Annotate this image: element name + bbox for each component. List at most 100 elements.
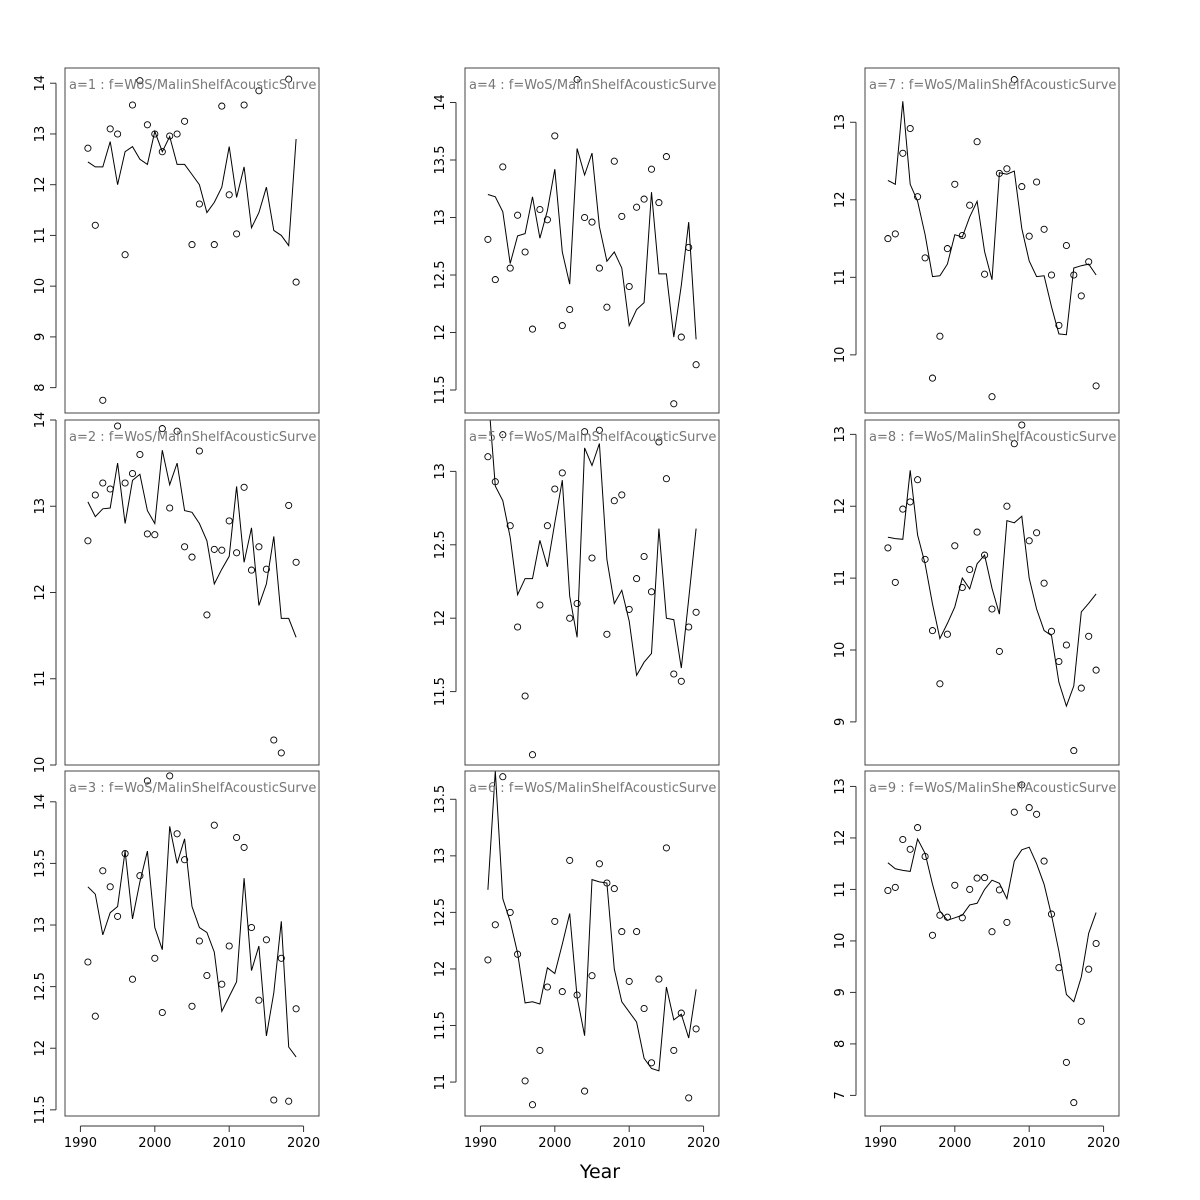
observed-point (581, 1087, 589, 1095)
observed-point (514, 211, 522, 219)
observed-point (951, 542, 959, 550)
observed-point (633, 203, 641, 211)
observed-point (973, 138, 981, 146)
observed-point (484, 453, 492, 461)
x-tick-label: 2000 (938, 1136, 971, 1151)
y-tick-label: 10 (33, 757, 48, 774)
fitted-line (87, 129, 297, 248)
observed-point (1092, 666, 1100, 674)
y-tick-label: 14 (33, 412, 48, 429)
observed-point (521, 692, 529, 700)
observed-point (195, 447, 203, 455)
panel-a6: a=6 : f=WoS/MalinShelfAcousticSurve 11 11.… (433, 770, 720, 1151)
observed-point (255, 543, 263, 551)
observed-point (218, 980, 226, 988)
observed-point (906, 124, 914, 133)
observed-point (573, 991, 581, 999)
observed-point (936, 911, 944, 919)
observed-point (181, 117, 189, 125)
observed-point (640, 552, 648, 561)
observed-point (1018, 421, 1026, 429)
observed-point (247, 566, 256, 574)
observed-point (625, 282, 633, 291)
y-tick-label: 11 (433, 1074, 448, 1091)
observed-point (1070, 1099, 1078, 1107)
observed-point (595, 264, 603, 272)
observed-point (655, 199, 663, 207)
x-tick-label: 2020 (687, 1136, 720, 1151)
panel-a1: a=1 : f=WoS/MalinShelfAcousticSurve 8 9 10 1… (33, 67, 320, 414)
observed-point (188, 553, 196, 561)
observed-point (543, 522, 551, 530)
panel-a3: a=3 : f=WoS/MalinShelfAcousticSurve 11.5 1… (33, 770, 320, 1151)
observed-point (91, 1012, 99, 1020)
observed-point (981, 270, 989, 278)
y-tick-label: 11 (33, 670, 48, 687)
observed-point (158, 425, 166, 433)
observed-point (240, 101, 248, 109)
y-tick-label: 12 (833, 192, 848, 209)
observed-point (625, 605, 633, 613)
observed-point (603, 303, 611, 311)
x-tick-label: 2020 (287, 1136, 320, 1151)
y-tick-label: 12 (833, 498, 848, 515)
observed-point (255, 87, 263, 95)
observed-point (121, 850, 129, 858)
observed-point (618, 928, 626, 936)
observed-point (566, 614, 574, 622)
observed-point (1077, 1017, 1085, 1025)
observed-point (573, 75, 581, 84)
observed-point (1033, 178, 1041, 186)
observed-point (173, 830, 181, 838)
observed-point (203, 971, 211, 980)
observed-point (91, 491, 99, 499)
observed-point (595, 860, 603, 868)
observed-point (210, 821, 218, 829)
observed-point (928, 627, 937, 635)
observed-point (670, 670, 678, 678)
y-tick-label: 11 (833, 269, 848, 286)
observed-point (1092, 382, 1100, 390)
y-tick-label: 12 (833, 830, 848, 847)
y-tick-label: 11 (833, 881, 848, 898)
observed-point (292, 278, 300, 286)
observed-point (262, 936, 270, 944)
fitted-line (489, 420, 697, 677)
y-tick-label: 12.5 (433, 898, 448, 927)
observed-point (543, 983, 551, 991)
observed-point (906, 845, 914, 853)
observed-point (981, 551, 989, 559)
observed-point (936, 680, 944, 688)
y-tick-label: 9 (33, 333, 48, 341)
observed-point (1003, 918, 1011, 926)
observed-point (292, 1005, 300, 1013)
observed-point (966, 565, 974, 574)
observed-point (203, 611, 211, 619)
observed-point (491, 276, 499, 284)
observed-point (543, 216, 551, 224)
observed-point (1070, 271, 1078, 279)
observed-point (995, 169, 1003, 177)
observed-point (151, 130, 159, 138)
observed-point (1062, 641, 1070, 649)
observed-point (277, 749, 285, 757)
observed-point (285, 1097, 293, 1105)
y-tick-label: 9 (833, 988, 848, 996)
observed-point (1077, 292, 1085, 300)
panel-label: a=4 : f=WoS/MalinShelfAcousticSurve (469, 78, 716, 93)
panel-a7: a=7 : f=WoS/MalinShelfAcousticSurve 10 11 1… (833, 67, 1120, 414)
observed-point (143, 121, 151, 129)
observed-point (499, 431, 507, 439)
y-tick-label: 14 (33, 75, 48, 92)
observed-point (581, 213, 589, 222)
x-tick-label: 2000 (138, 1136, 171, 1151)
observed-point (943, 913, 951, 921)
observed-point (558, 469, 566, 477)
observed-point (1010, 808, 1018, 816)
observed-point (662, 475, 670, 483)
observed-point (647, 165, 656, 173)
observed-point (218, 546, 226, 554)
observed-point (566, 305, 574, 314)
panel-label: a=1 : f=WoS/MalinShelfAcousticSurve (69, 78, 316, 93)
